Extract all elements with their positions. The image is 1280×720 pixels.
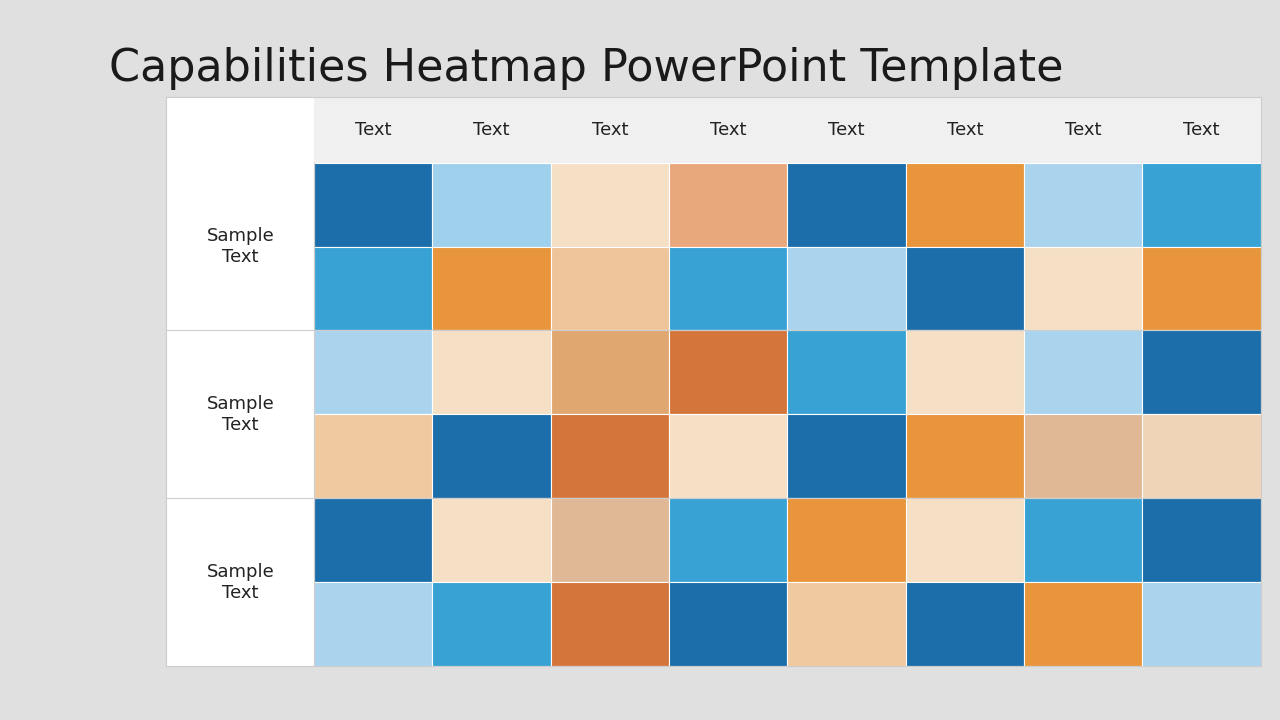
Bar xyxy=(1024,246,1143,330)
Bar xyxy=(433,498,550,582)
Bar xyxy=(1143,498,1261,582)
Bar xyxy=(314,163,433,246)
Bar xyxy=(1143,330,1261,414)
Bar xyxy=(314,330,433,414)
Bar xyxy=(1024,163,1143,246)
Bar xyxy=(1024,498,1143,582)
Bar xyxy=(1024,582,1143,666)
Bar xyxy=(669,582,787,666)
Bar xyxy=(906,163,1024,246)
Bar xyxy=(1143,414,1261,498)
Bar xyxy=(787,330,906,414)
Bar xyxy=(787,582,906,666)
Bar xyxy=(550,582,669,666)
Bar xyxy=(550,163,669,246)
Bar xyxy=(433,246,550,330)
Text: Text: Text xyxy=(474,121,509,139)
Bar xyxy=(906,414,1024,498)
Bar xyxy=(314,246,433,330)
Bar xyxy=(1143,582,1261,666)
Bar xyxy=(550,330,669,414)
Bar xyxy=(906,330,1024,414)
Text: Text: Text xyxy=(1065,121,1102,139)
Text: Text: Text xyxy=(710,121,746,139)
Bar xyxy=(787,163,906,246)
Bar xyxy=(787,414,906,498)
Bar xyxy=(669,246,787,330)
Bar xyxy=(669,414,787,498)
Bar xyxy=(550,414,669,498)
Text: Text: Text xyxy=(828,121,865,139)
Bar xyxy=(906,246,1024,330)
Bar xyxy=(314,97,1261,163)
Text: Capabilities Heatmap PowerPoint Template: Capabilities Heatmap PowerPoint Template xyxy=(109,47,1064,90)
Bar xyxy=(669,498,787,582)
Bar xyxy=(550,498,669,582)
Bar xyxy=(433,163,550,246)
Bar xyxy=(433,582,550,666)
Bar xyxy=(433,414,550,498)
Bar xyxy=(906,498,1024,582)
Text: Text: Text xyxy=(947,121,983,139)
Bar xyxy=(1024,414,1143,498)
Text: Text: Text xyxy=(355,121,392,139)
Bar xyxy=(669,330,787,414)
Text: Text: Text xyxy=(591,121,628,139)
Bar xyxy=(669,163,787,246)
Bar xyxy=(433,330,550,414)
Bar xyxy=(787,246,906,330)
Text: Text: Text xyxy=(1184,121,1220,139)
Bar xyxy=(314,414,433,498)
Bar xyxy=(314,498,433,582)
Bar xyxy=(1143,163,1261,246)
Bar xyxy=(550,246,669,330)
Bar xyxy=(1143,246,1261,330)
Bar xyxy=(787,498,906,582)
Bar xyxy=(314,582,433,666)
Text: Sample
Text: Sample Text xyxy=(206,563,274,601)
Text: Sample
Text: Sample Text xyxy=(206,395,274,433)
Text: Sample
Text: Sample Text xyxy=(206,227,274,266)
Bar xyxy=(1024,330,1143,414)
Bar xyxy=(906,582,1024,666)
